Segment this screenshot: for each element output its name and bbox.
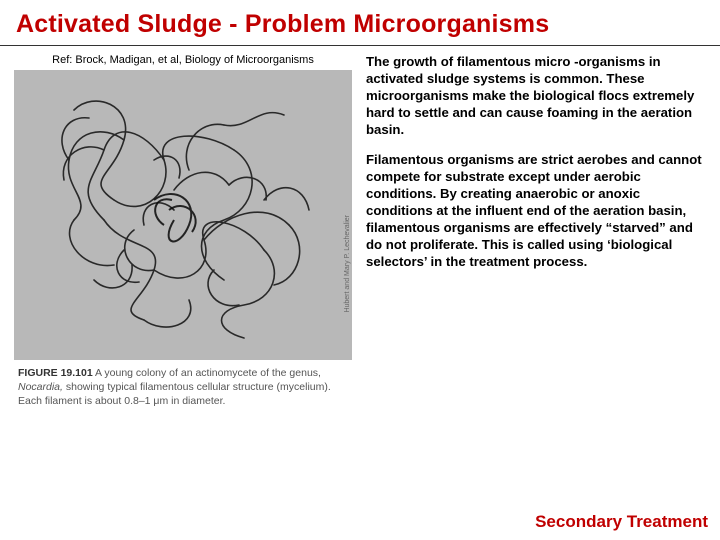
figure-number: FIGURE 19.101 (18, 367, 93, 379)
right-column: The growth of filamentous micro -organis… (366, 54, 706, 409)
caption-genus: Nocardia, (18, 381, 63, 393)
content-area: Ref: Brock, Madigan, et al, Biology of M… (0, 46, 720, 409)
caption-text-1: A young colony of an actinomycete of the… (95, 367, 321, 379)
caption-text-2: showing typical filamentous cellular str… (18, 381, 331, 407)
image-credit: Hubert and Mary P. Lechevalier (345, 215, 352, 313)
micrograph-image: Hubert and Mary P. Lechevalier (14, 70, 352, 360)
left-column: Ref: Brock, Madigan, et al, Biology of M… (14, 54, 352, 409)
footer-label: Secondary Treatment (535, 512, 708, 532)
reference-line: Ref: Brock, Madigan, et al, Biology of M… (14, 54, 352, 66)
body-paragraph-2: Filamentous organisms are strict aerobes… (366, 152, 706, 270)
slide-title: Activated Sludge - Problem Microorganism… (0, 0, 720, 46)
body-paragraph-1: The growth of filamentous micro -organis… (366, 54, 706, 138)
figure-caption: FIGURE 19.101 A young colony of an actin… (14, 360, 352, 409)
filament-illustration (14, 70, 352, 360)
